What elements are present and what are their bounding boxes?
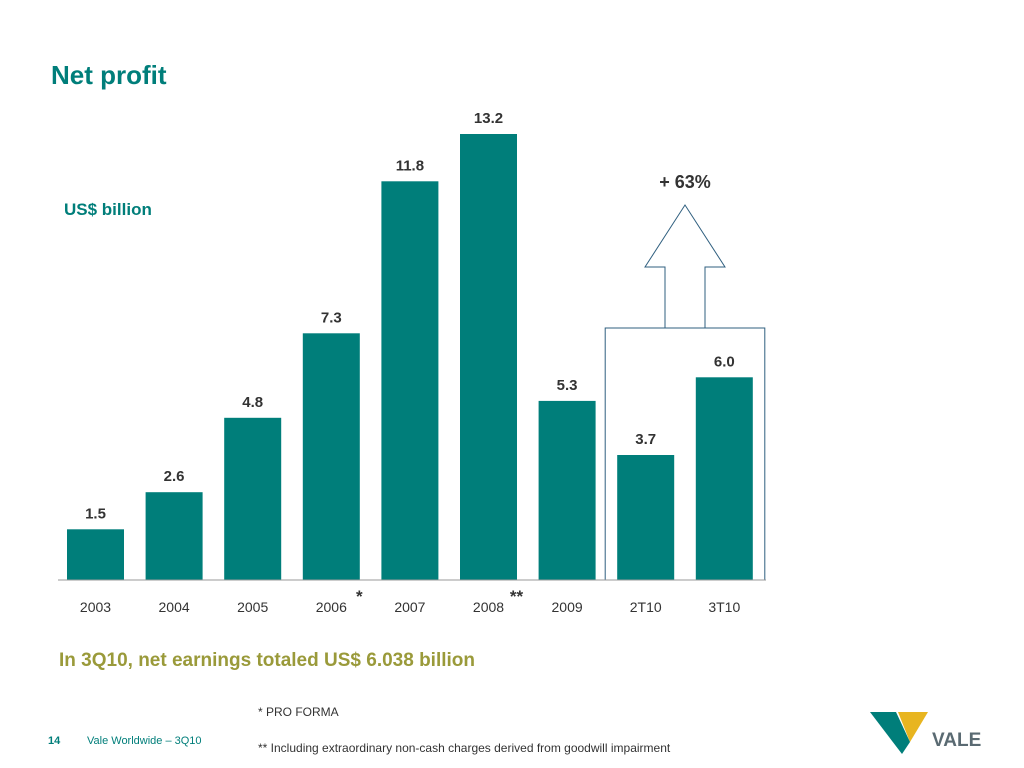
value-label-2005: 4.8 xyxy=(242,394,263,411)
bar-2008 xyxy=(460,134,517,580)
tick-label-2004: 2004 xyxy=(159,599,190,615)
bar-2009 xyxy=(538,400,596,580)
value-label-2003: 1.5 xyxy=(85,505,106,522)
headline: In 3Q10, net earnings totaled US$ 6.038 … xyxy=(59,650,476,671)
bar-2007 xyxy=(381,181,439,581)
footer-text: Vale Worldwide – 3Q10 xyxy=(87,735,202,747)
highlight-group: + 63% xyxy=(604,172,766,581)
footnote-marker-2008: ** xyxy=(510,587,524,606)
value-label-2009: 5.3 xyxy=(557,377,578,394)
bar-2004 xyxy=(145,492,203,580)
bar-2t10 xyxy=(617,455,675,580)
tick-label-2007: 2007 xyxy=(394,599,425,615)
footnote-pro-forma: * PRO FORMA xyxy=(258,705,339,719)
value-label-2007: 11.8 xyxy=(396,157,424,174)
tick-label-3t10: 3T10 xyxy=(708,599,740,615)
vale-logo: VALE xyxy=(870,712,981,754)
tick-label-2005: 2005 xyxy=(237,599,268,615)
tick-label-2003: 2003 xyxy=(80,599,111,615)
value-label-2008: 13.2 xyxy=(474,110,503,127)
tick-label-2t10: 2T10 xyxy=(630,599,662,615)
bar-2005 xyxy=(224,417,282,580)
logo-teal-shape xyxy=(870,712,910,754)
value-label-2004: 2.6 xyxy=(164,468,185,485)
bar-3t10 xyxy=(695,377,753,580)
tick-label-2006: 2006 xyxy=(316,599,347,615)
bar-2003 xyxy=(67,529,124,580)
labels: 1.5 2003 2.6 2004 4.8 2005 7.3 2006 * 11.8 2007 13.… xyxy=(80,110,741,615)
logo-yellow-shape xyxy=(898,712,928,742)
footnote-goodwill: ** Including extraordinary non-cash char… xyxy=(258,741,671,755)
value-label-2t10: 3.7 xyxy=(635,431,656,448)
y-unit-label: US$ billion xyxy=(64,200,152,219)
tick-label-2009: 2009 xyxy=(552,599,583,615)
footnote-marker-2006: * xyxy=(356,587,363,606)
growth-percent-label: + 63% xyxy=(659,172,711,192)
logo-text: VALE xyxy=(932,730,981,751)
growth-arrow xyxy=(644,204,726,329)
tick-label-2008: 2008 xyxy=(473,599,504,615)
page-title: Net profit xyxy=(51,60,167,90)
value-label-2006: 7.3 xyxy=(321,309,342,326)
page-number: 14 xyxy=(48,735,61,747)
bars xyxy=(67,134,753,581)
value-label-3t10: 6.0 xyxy=(714,353,735,370)
bar-2006 xyxy=(302,333,360,580)
